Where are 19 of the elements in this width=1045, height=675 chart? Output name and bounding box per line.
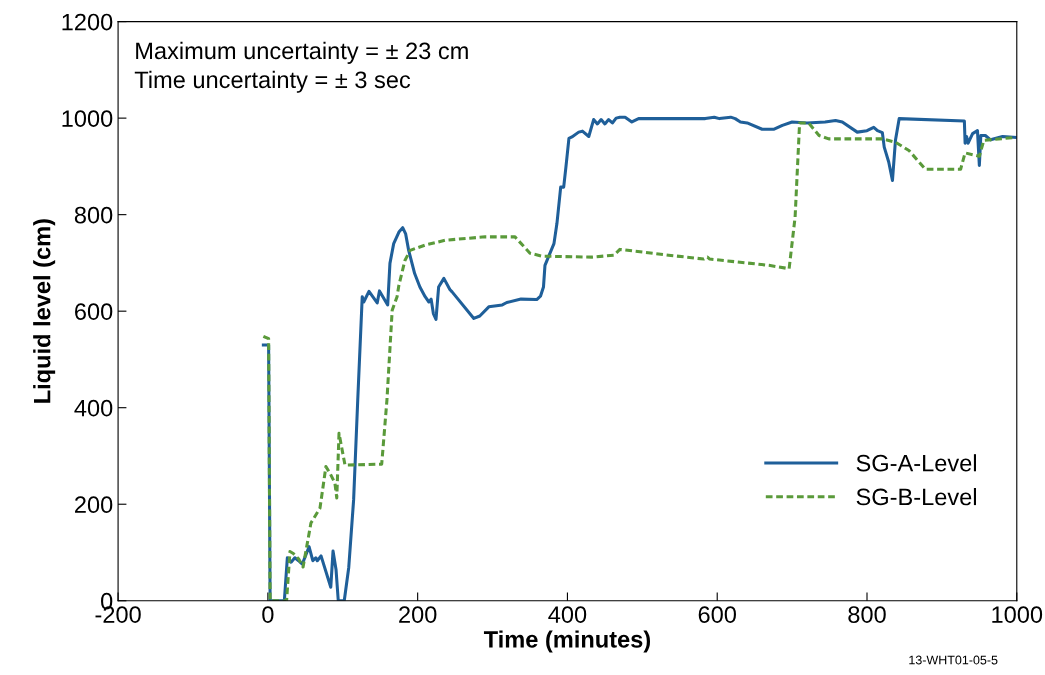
y-tick-label: 800: [74, 206, 113, 224]
x-tick-label: 1000: [992, 606, 1043, 623]
annotation: Maximum uncertainty = ± 23 cm: [136, 41, 468, 64]
y-axis-title: Liquid level (cm): [33, 219, 56, 403]
x-tick-label: 400: [548, 606, 587, 623]
y-tick-label: 1200: [62, 13, 113, 31]
text: 13-WHT01-05-5: [909, 655, 998, 665]
x-tick-label: 200: [399, 606, 437, 623]
x-axis-title: Time (minutes): [483, 630, 651, 653]
y-tick-label: 400: [74, 399, 113, 417]
y-tick-label: 600: [75, 303, 113, 320]
legend-label: SG-A-Level: [856, 454, 976, 472]
legend-label: SG-B-Level: [856, 487, 976, 506]
y-tick-label: 200: [75, 496, 113, 514]
annotation: Time uncertainty = ± 3 sec: [134, 70, 411, 93]
x-tick-label: 0: [262, 606, 274, 623]
x-tick-label: 600: [698, 606, 736, 623]
x-tick-label: 800: [848, 606, 886, 623]
y-tick-label: 1000: [62, 110, 113, 127]
